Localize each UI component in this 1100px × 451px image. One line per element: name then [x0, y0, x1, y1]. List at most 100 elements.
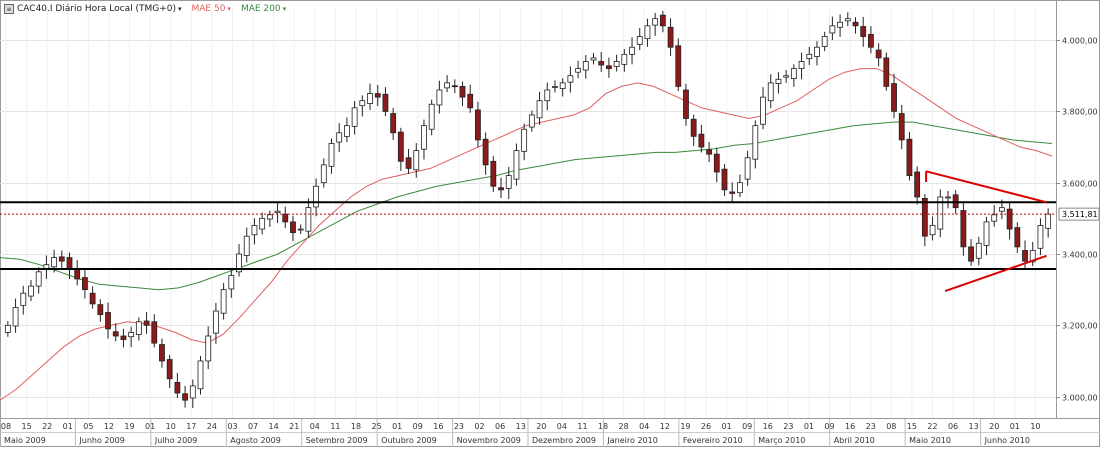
candle-down [906, 138, 913, 176]
x-tick-label: 08 [1, 422, 11, 431]
indicator-ma50[interactable]: MAE 50 ▾ [192, 4, 231, 14]
candle-up [737, 182, 743, 194]
candle-down [159, 344, 165, 362]
candle-up [536, 100, 543, 119]
candle-down [490, 160, 497, 187]
candle-down [182, 393, 188, 401]
candle-up [544, 89, 551, 102]
candle-up [421, 125, 427, 150]
indicator-ma50-label: MAE 50 [191, 4, 226, 14]
candle-down [675, 45, 682, 87]
candle-up [220, 289, 227, 314]
candle-down [290, 221, 296, 234]
candle-up [760, 96, 766, 125]
candle-up [814, 46, 820, 57]
candle-up [428, 103, 435, 130]
x-tick-label: 16 [845, 422, 855, 431]
candle-down [667, 26, 674, 48]
x-tick-label: 12 [104, 422, 114, 431]
x-tick-label: 22 [927, 422, 937, 431]
candle-up [359, 100, 366, 107]
x-tick-label: 16 [433, 422, 443, 431]
candle-up [567, 75, 574, 83]
candle-down [390, 113, 397, 134]
x-month-label: Março 2010 [758, 436, 805, 445]
x-axis: 08 15 22 01 05 12 19 01 10 17 24 03 07 14 21 04 11 18 25 01… [0, 419, 1041, 447]
candle-up [205, 335, 212, 362]
candle-up [806, 53, 813, 60]
x-tick-label: 23 [866, 422, 876, 431]
candle-up [213, 310, 219, 334]
candle-up [821, 36, 828, 47]
chart-menu-icon[interactable]: ≡ [4, 4, 14, 14]
chevron-down-icon: ▾ [177, 5, 182, 13]
x-month-label: Maio 2009 [4, 436, 46, 445]
current-price-label: 3.511,81 [1062, 210, 1098, 219]
candle-up [798, 61, 805, 70]
candle-down [898, 113, 905, 141]
x-month-label: Abril 2010 [834, 436, 875, 445]
x-month-label: Dezembro 2009 [532, 436, 596, 445]
x-tick-label: 12 [660, 422, 670, 431]
ma200-line [0, 121, 1053, 291]
candle-up [975, 242, 982, 259]
candle-up [313, 185, 319, 208]
x-tick-label: 18 [351, 422, 361, 431]
x-tick-label: 04 [310, 422, 320, 431]
x-tick-label: 05 [83, 422, 93, 431]
candle-down [89, 292, 96, 305]
candle-down [498, 187, 504, 191]
candle-down [382, 93, 389, 112]
x-tick-label: 01 [721, 422, 731, 431]
candle-down [174, 381, 181, 394]
candle-down [1022, 250, 1028, 262]
x-tick-label: 13 [516, 422, 526, 431]
candle-up [775, 78, 782, 84]
candle-up [790, 68, 797, 79]
x-tick-label: 20 [989, 422, 999, 431]
x-tick-label: 01 [392, 422, 402, 431]
candle-up [636, 36, 643, 45]
x-month-label: Julho 2009 [154, 436, 198, 445]
candle-down [891, 83, 897, 112]
x-tick-label: 01 [1010, 422, 1020, 431]
y-tick-label: 3.000,00 [1062, 394, 1098, 403]
x-tick-label: 23 [454, 422, 464, 431]
candle-up [236, 253, 242, 273]
candle-up [20, 292, 27, 306]
candle-up [582, 61, 589, 71]
candle-up [259, 217, 266, 230]
candle-up [251, 225, 258, 236]
x-tick-label: 02 [474, 422, 484, 431]
candle-up [1037, 225, 1044, 249]
candle-down [451, 85, 458, 88]
instrument-label-text: CAC40.I Diário Hora Local (TMG+0) [17, 4, 176, 14]
candle-up [621, 53, 628, 65]
ma50-line [0, 68, 1053, 401]
candle-up [999, 207, 1005, 212]
candle-up [297, 228, 304, 231]
x-month-label: Maio 2010 [909, 436, 951, 445]
x-tick-label: 17 [186, 422, 196, 431]
indicator-ma200[interactable]: MAE 200 ▾ [241, 4, 286, 14]
candle-up [35, 271, 42, 287]
instrument-label[interactable]: CAC40.I Diário Hora Local (TMG+0) ▾ [17, 4, 182, 14]
candle-up [344, 125, 350, 137]
current-price-tag [1058, 207, 1100, 221]
candle-down [166, 359, 173, 380]
y-tick-label: 3.800,00 [1062, 108, 1098, 117]
candle-down [698, 133, 705, 148]
candle-up [128, 332, 135, 338]
x-tick-label: 19 [124, 422, 134, 431]
candle-up [12, 307, 19, 327]
x-tick-label: 01 [804, 422, 814, 431]
x-tick-label: 19 [680, 422, 690, 431]
x-tick-label: 09 [742, 422, 752, 431]
candle-up [367, 93, 373, 104]
candle-up [521, 128, 528, 152]
candle-up [629, 46, 635, 55]
candle-up [783, 75, 790, 78]
